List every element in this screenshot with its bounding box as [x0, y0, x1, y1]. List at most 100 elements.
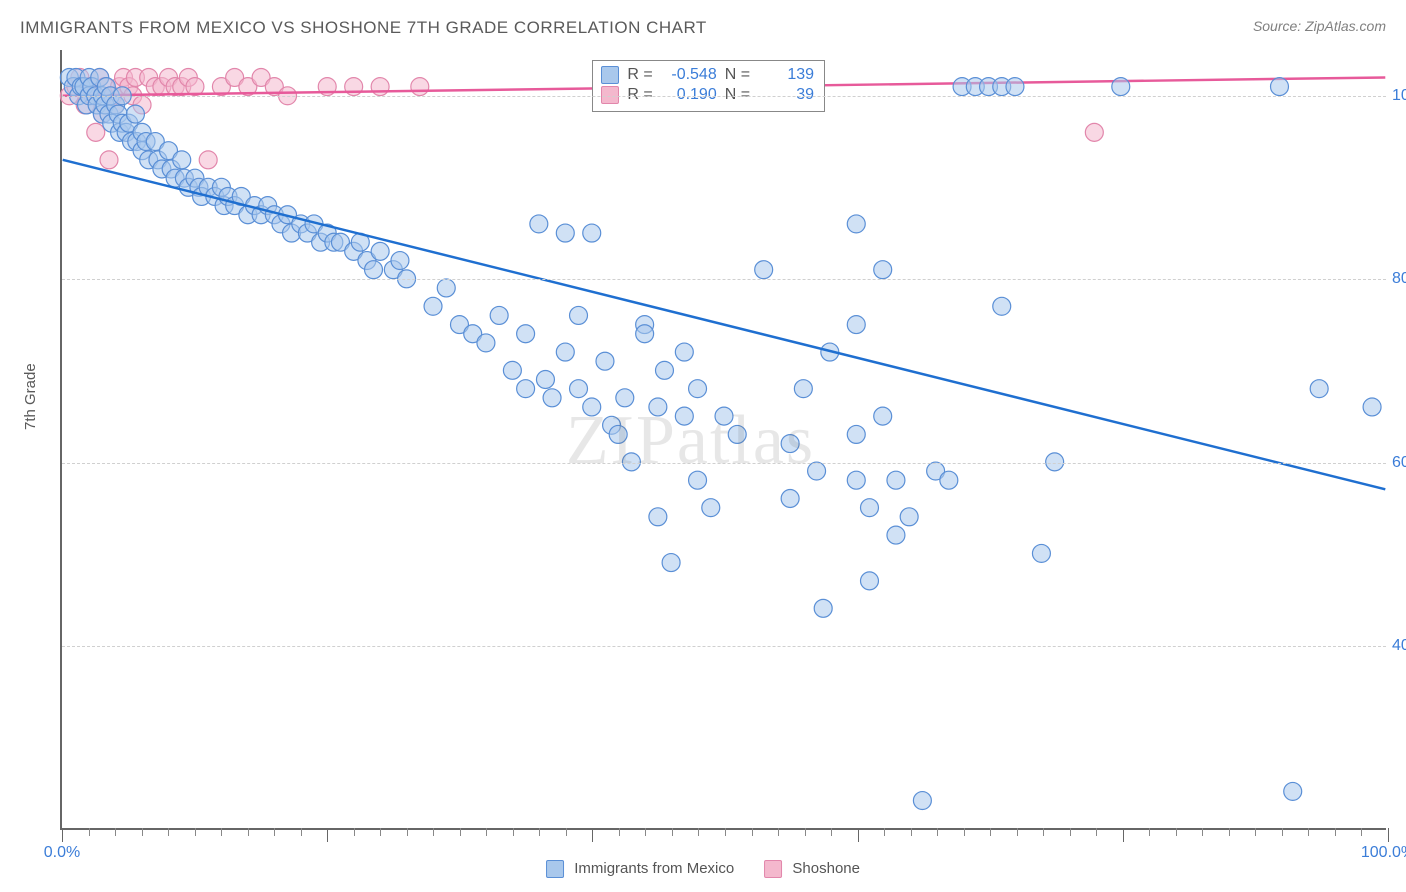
xtick-minor — [752, 828, 753, 836]
xtick-major — [62, 828, 63, 842]
xtick-minor — [698, 828, 699, 836]
xtick-minor — [1070, 828, 1071, 836]
data-point — [781, 435, 799, 453]
data-point — [543, 389, 561, 407]
xtick-minor — [805, 828, 806, 836]
data-point — [100, 151, 118, 169]
xtick-minor — [168, 828, 169, 836]
xtick-minor — [645, 828, 646, 836]
data-point — [993, 297, 1011, 315]
data-point — [1112, 78, 1130, 96]
data-point — [861, 499, 879, 517]
xtick-minor — [486, 828, 487, 836]
xtick-minor — [195, 828, 196, 836]
data-point — [570, 380, 588, 398]
chart-title: IMMIGRANTS FROM MEXICO VS SHOSHONE 7TH G… — [20, 18, 707, 38]
data-point — [649, 508, 667, 526]
data-point — [616, 389, 634, 407]
xtick-minor — [1361, 828, 1362, 836]
gridline — [62, 279, 1386, 280]
data-point — [1085, 123, 1103, 141]
xtick-minor — [672, 828, 673, 836]
data-point — [1006, 78, 1024, 96]
stats-swatch-mexico — [601, 66, 619, 84]
data-point — [411, 78, 429, 96]
data-point — [861, 572, 879, 590]
data-point — [887, 471, 905, 489]
xtick-major — [592, 828, 593, 842]
xtick-minor — [778, 828, 779, 836]
data-point — [1271, 78, 1289, 96]
data-point — [847, 471, 865, 489]
data-point — [371, 242, 389, 260]
xtick-major — [858, 828, 859, 842]
data-point — [794, 380, 812, 398]
data-point — [847, 316, 865, 334]
xtick-minor — [1255, 828, 1256, 836]
data-point — [199, 151, 217, 169]
scatter-svg — [62, 50, 1386, 828]
data-point — [556, 224, 574, 242]
data-point — [583, 224, 601, 242]
ytick-label: 100.0% — [1392, 87, 1406, 105]
xtick-minor — [1043, 828, 1044, 836]
xtick-minor — [513, 828, 514, 836]
data-point — [424, 297, 442, 315]
xtick-minor — [1308, 828, 1309, 836]
legend-bottom: Immigrants from Mexico Shoshone — [546, 860, 860, 878]
data-point — [371, 78, 389, 96]
xtick-minor — [1176, 828, 1177, 836]
xtick-minor — [221, 828, 222, 836]
data-point — [517, 325, 535, 343]
data-point — [173, 151, 191, 169]
xtick-minor — [619, 828, 620, 836]
data-point — [1032, 544, 1050, 562]
data-point — [675, 407, 693, 425]
data-point — [391, 252, 409, 270]
data-point — [847, 425, 865, 443]
data-point — [517, 380, 535, 398]
xtick-minor — [1335, 828, 1336, 836]
data-point — [536, 371, 554, 389]
trend-line — [63, 160, 1386, 490]
xtick-minor — [115, 828, 116, 836]
data-point — [609, 425, 627, 443]
xtick-minor — [937, 828, 938, 836]
data-point — [477, 334, 495, 352]
chart-plot-area: ZIPatlas R = -0.548 N = 139 R = 0.190 N … — [60, 50, 1386, 830]
data-point — [874, 407, 892, 425]
xtick-minor — [831, 828, 832, 836]
xtick-minor — [725, 828, 726, 836]
data-point — [649, 398, 667, 416]
xtick-minor — [142, 828, 143, 836]
data-point — [940, 471, 958, 489]
data-point — [1284, 782, 1302, 800]
data-point — [87, 123, 105, 141]
xtick-minor — [964, 828, 965, 836]
xtick-minor — [1096, 828, 1097, 836]
data-point — [887, 526, 905, 544]
data-point — [365, 261, 383, 279]
gridline — [62, 463, 1386, 464]
xtick-minor — [1149, 828, 1150, 836]
data-point — [1310, 380, 1328, 398]
xtick-minor — [301, 828, 302, 836]
xtick-major — [327, 828, 328, 842]
data-point — [662, 554, 680, 572]
legend-swatch-shoshone — [764, 860, 782, 878]
data-point — [503, 361, 521, 379]
gridline — [62, 96, 1386, 97]
data-point — [437, 279, 455, 297]
data-point — [656, 361, 674, 379]
data-point — [689, 471, 707, 489]
data-point — [900, 508, 918, 526]
ytick-label: 80.0% — [1392, 270, 1406, 288]
data-point — [847, 215, 865, 233]
legend-swatch-mexico — [546, 860, 564, 878]
xtick-minor — [990, 828, 991, 836]
xtick-label: 0.0% — [44, 844, 80, 862]
source-label: Source: ZipAtlas.com — [1253, 18, 1386, 34]
y-axis-label: 7th Grade — [22, 363, 39, 430]
xtick-minor — [566, 828, 567, 836]
legend-item-shoshone: Shoshone — [764, 860, 860, 878]
